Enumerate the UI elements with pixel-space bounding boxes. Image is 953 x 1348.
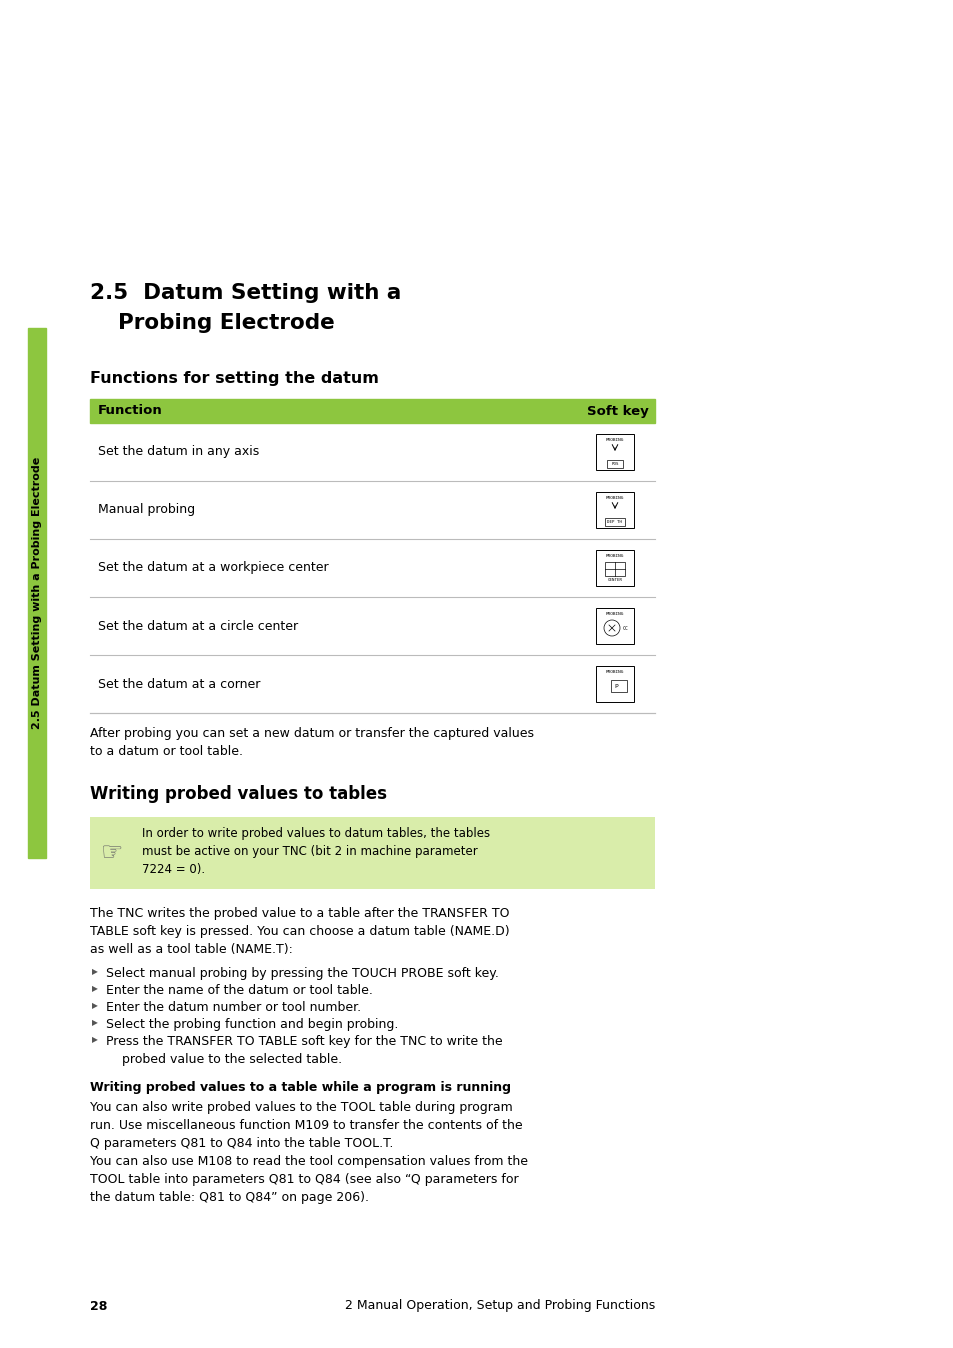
Text: 2.5  Datum Setting with a: 2.5 Datum Setting with a <box>90 283 401 303</box>
Text: Set the datum in any axis: Set the datum in any axis <box>98 445 259 458</box>
Circle shape <box>603 620 619 636</box>
Text: 2.5 Datum Setting with a Probing Electrode: 2.5 Datum Setting with a Probing Electro… <box>32 457 42 729</box>
Text: Enter the name of the datum or tool table.: Enter the name of the datum or tool tabl… <box>106 984 373 998</box>
Text: PROBING: PROBING <box>605 496 623 500</box>
Text: Soft key: Soft key <box>587 404 648 418</box>
Bar <box>596 666 634 702</box>
Text: Function: Function <box>98 404 163 418</box>
Bar <box>90 817 655 888</box>
Bar <box>610 679 626 692</box>
Text: Set the datum at a corner: Set the datum at a corner <box>98 678 260 690</box>
Text: CENTER: CENTER <box>607 578 622 582</box>
Bar <box>90 399 655 423</box>
Text: P: P <box>614 683 618 689</box>
Text: 28: 28 <box>90 1299 108 1313</box>
Text: In order to write probed values to datum tables, the tables
must be active on yo: In order to write probed values to datum… <box>142 828 490 876</box>
Bar <box>28 328 46 857</box>
Text: ▶: ▶ <box>91 1035 98 1043</box>
Bar <box>596 492 634 528</box>
Text: Set the datum at a workpiece center: Set the datum at a workpiece center <box>98 562 328 574</box>
Text: CC: CC <box>622 625 628 631</box>
Text: 2 Manual Operation, Setup and Probing Functions: 2 Manual Operation, Setup and Probing Fu… <box>344 1299 655 1313</box>
Text: DEP TH: DEP TH <box>607 520 622 524</box>
Text: PROBING: PROBING <box>605 438 623 442</box>
Text: Writing probed values to a table while a program is running: Writing probed values to a table while a… <box>90 1081 511 1095</box>
Text: PROBING: PROBING <box>605 670 623 674</box>
Text: ☞: ☞ <box>101 841 123 865</box>
Text: ▶: ▶ <box>91 1018 98 1027</box>
Bar <box>606 460 622 468</box>
Text: POS: POS <box>611 462 618 466</box>
Text: Press the TRANSFER TO TABLE soft key for the TNC to write the
    probed value t: Press the TRANSFER TO TABLE soft key for… <box>106 1035 502 1066</box>
Text: Select the probing function and begin probing.: Select the probing function and begin pr… <box>106 1018 398 1031</box>
Bar <box>604 518 624 526</box>
Text: Set the datum at a circle center: Set the datum at a circle center <box>98 620 297 632</box>
Text: The TNC writes the probed value to a table after the TRANSFER TO
TABLE soft key : The TNC writes the probed value to a tab… <box>90 907 509 956</box>
Text: Functions for setting the datum: Functions for setting the datum <box>90 371 378 386</box>
Text: After probing you can set a new datum or transfer the captured values
to a datum: After probing you can set a new datum or… <box>90 727 534 758</box>
Text: Probing Electrode: Probing Electrode <box>118 313 335 333</box>
Text: Enter the datum number or tool number.: Enter the datum number or tool number. <box>106 1002 361 1014</box>
Text: PROBING: PROBING <box>605 612 623 616</box>
Text: PROBING: PROBING <box>605 554 623 558</box>
Text: Select manual probing by pressing the TOUCH PROBE soft key.: Select manual probing by pressing the TO… <box>106 967 498 980</box>
Text: ▶: ▶ <box>91 1002 98 1010</box>
Bar <box>604 562 624 576</box>
Text: You can also write probed values to the TOOL table during program
run. Use misce: You can also write probed values to the … <box>90 1101 527 1204</box>
Text: ▶: ▶ <box>91 984 98 993</box>
Text: Writing probed values to tables: Writing probed values to tables <box>90 785 387 803</box>
Bar <box>596 550 634 586</box>
Text: ▶: ▶ <box>91 967 98 976</box>
Bar <box>596 608 634 644</box>
Bar <box>596 434 634 470</box>
Text: Manual probing: Manual probing <box>98 504 195 516</box>
